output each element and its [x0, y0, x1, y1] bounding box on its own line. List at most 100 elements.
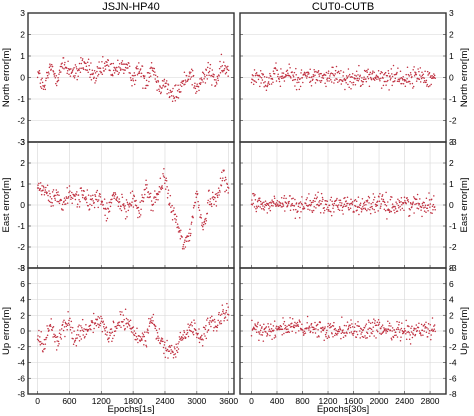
data-point: [88, 64, 90, 67]
data-point: [384, 209, 387, 212]
data-point: [177, 97, 180, 99]
data-point: [294, 325, 297, 327]
data-point: [351, 203, 354, 206]
data-point: [362, 207, 365, 210]
data-point: [433, 195, 435, 197]
data-point: [117, 205, 120, 207]
data-point: [118, 62, 121, 65]
data-point: [251, 319, 253, 322]
data-point: [417, 202, 419, 204]
data-point: [99, 322, 102, 324]
data-point: [256, 326, 258, 328]
data-point: [217, 191, 219, 194]
data-point: [92, 194, 94, 197]
data-point: [86, 189, 89, 191]
data-point: [401, 207, 404, 210]
data-point: [389, 75, 391, 77]
data-point: [59, 65, 62, 68]
data-point: [39, 187, 42, 190]
data-point: [42, 350, 44, 353]
data-point: [121, 60, 124, 62]
data-point: [118, 321, 120, 323]
data-point: [255, 71, 258, 74]
data-point: [54, 197, 56, 200]
data-point: [324, 74, 327, 76]
data-point: [163, 78, 166, 81]
data-point: [172, 87, 174, 90]
data-point: [123, 318, 125, 321]
data-point: [391, 84, 393, 87]
data-point: [39, 82, 42, 84]
data-point: [74, 64, 77, 66]
data-point: [57, 340, 60, 343]
y-tick-label: -2: [17, 116, 25, 126]
data-point: [334, 73, 336, 75]
data-point: [174, 217, 176, 220]
data-point: [222, 61, 225, 63]
data-point: [273, 320, 276, 322]
data-point: [71, 332, 73, 334]
data-point: [432, 203, 435, 206]
y-tick-label: -4: [17, 358, 25, 368]
data-point: [409, 208, 411, 211]
data-point: [77, 325, 79, 328]
data-point: [307, 71, 310, 74]
data-point: [396, 210, 399, 212]
data-point: [346, 196, 349, 199]
data-point: [135, 339, 137, 341]
data-point: [415, 72, 417, 74]
data-point: [286, 325, 288, 328]
data-point: [426, 326, 428, 329]
y-tick-label: 4: [20, 295, 25, 305]
data-point: [195, 329, 197, 332]
data-point: [180, 85, 183, 87]
data-point: [396, 203, 398, 205]
data-point: [425, 79, 428, 82]
data-point: [111, 340, 113, 342]
data-point: [291, 330, 293, 332]
data-point: [338, 209, 341, 211]
data-point: [214, 321, 216, 323]
data-point: [99, 70, 101, 73]
data-point: [129, 72, 131, 74]
data-point: [328, 204, 331, 207]
data-point: [195, 196, 198, 198]
data-point: [360, 207, 362, 210]
data-point: [371, 72, 374, 74]
data-point: [412, 333, 414, 336]
data-point: [272, 81, 274, 84]
data-point: [74, 195, 76, 197]
data-point: [138, 72, 141, 75]
y-tick-label: -1: [17, 221, 25, 231]
data-point: [130, 331, 133, 333]
data-point: [362, 80, 365, 83]
data-point: [280, 325, 283, 328]
data-point: [412, 85, 415, 88]
data-point: [52, 336, 54, 338]
data-point: [411, 325, 413, 328]
data-point: [112, 321, 115, 324]
data-point: [406, 197, 408, 199]
data-point: [421, 71, 423, 74]
data-point: [291, 71, 293, 73]
data-point: [220, 320, 222, 322]
data-point: [215, 79, 217, 81]
data-point: [206, 331, 209, 333]
data-point: [86, 330, 89, 332]
data-point: [212, 329, 215, 332]
data-point: [112, 337, 114, 340]
data-point: [97, 326, 100, 328]
data-point: [334, 327, 336, 330]
data-point: [316, 323, 319, 326]
data-point: [327, 325, 329, 328]
data-point: [126, 64, 129, 66]
data-point: [257, 205, 260, 208]
data-point: [300, 69, 303, 71]
data-point: [49, 196, 52, 198]
data-point: [87, 328, 90, 331]
data-point: [61, 67, 64, 69]
data-point: [359, 330, 361, 332]
data-point: [349, 324, 351, 327]
data-point: [392, 336, 395, 339]
data-point: [254, 80, 256, 83]
